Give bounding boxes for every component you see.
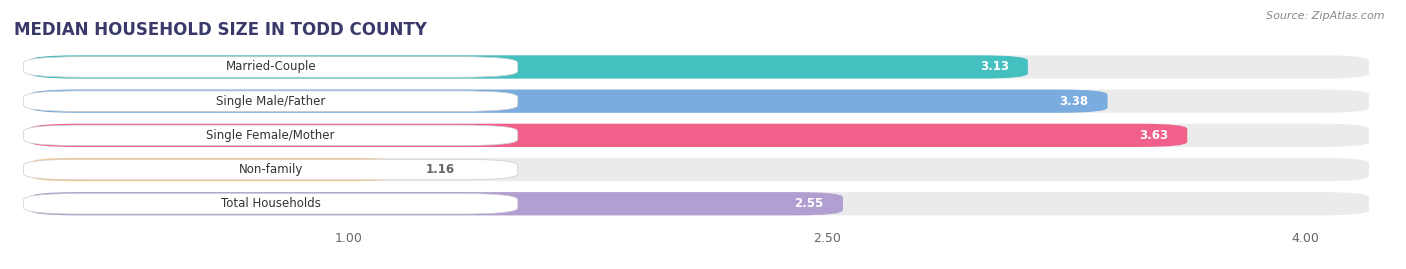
FancyBboxPatch shape: [30, 158, 399, 181]
FancyBboxPatch shape: [24, 57, 517, 77]
FancyBboxPatch shape: [30, 55, 1369, 79]
Text: Single Male/Father: Single Male/Father: [217, 95, 325, 108]
FancyBboxPatch shape: [24, 193, 517, 214]
FancyBboxPatch shape: [30, 158, 1369, 181]
Text: 3.63: 3.63: [1139, 129, 1168, 142]
FancyBboxPatch shape: [30, 124, 1369, 147]
FancyBboxPatch shape: [24, 91, 517, 111]
Text: Source: ZipAtlas.com: Source: ZipAtlas.com: [1267, 11, 1385, 21]
Text: Married-Couple: Married-Couple: [225, 61, 316, 73]
FancyBboxPatch shape: [30, 90, 1108, 113]
Text: 1.16: 1.16: [426, 163, 454, 176]
Text: Non-family: Non-family: [239, 163, 302, 176]
FancyBboxPatch shape: [24, 159, 517, 180]
FancyBboxPatch shape: [24, 125, 517, 146]
FancyBboxPatch shape: [30, 192, 844, 215]
FancyBboxPatch shape: [30, 55, 1028, 79]
Text: 3.13: 3.13: [980, 61, 1008, 73]
Text: Single Female/Mother: Single Female/Mother: [207, 129, 335, 142]
Text: 3.38: 3.38: [1059, 95, 1088, 108]
Text: MEDIAN HOUSEHOLD SIZE IN TODD COUNTY: MEDIAN HOUSEHOLD SIZE IN TODD COUNTY: [14, 21, 427, 39]
FancyBboxPatch shape: [30, 90, 1369, 113]
FancyBboxPatch shape: [30, 124, 1187, 147]
Text: 2.55: 2.55: [794, 197, 824, 210]
FancyBboxPatch shape: [30, 192, 1369, 215]
Text: Total Households: Total Households: [221, 197, 321, 210]
